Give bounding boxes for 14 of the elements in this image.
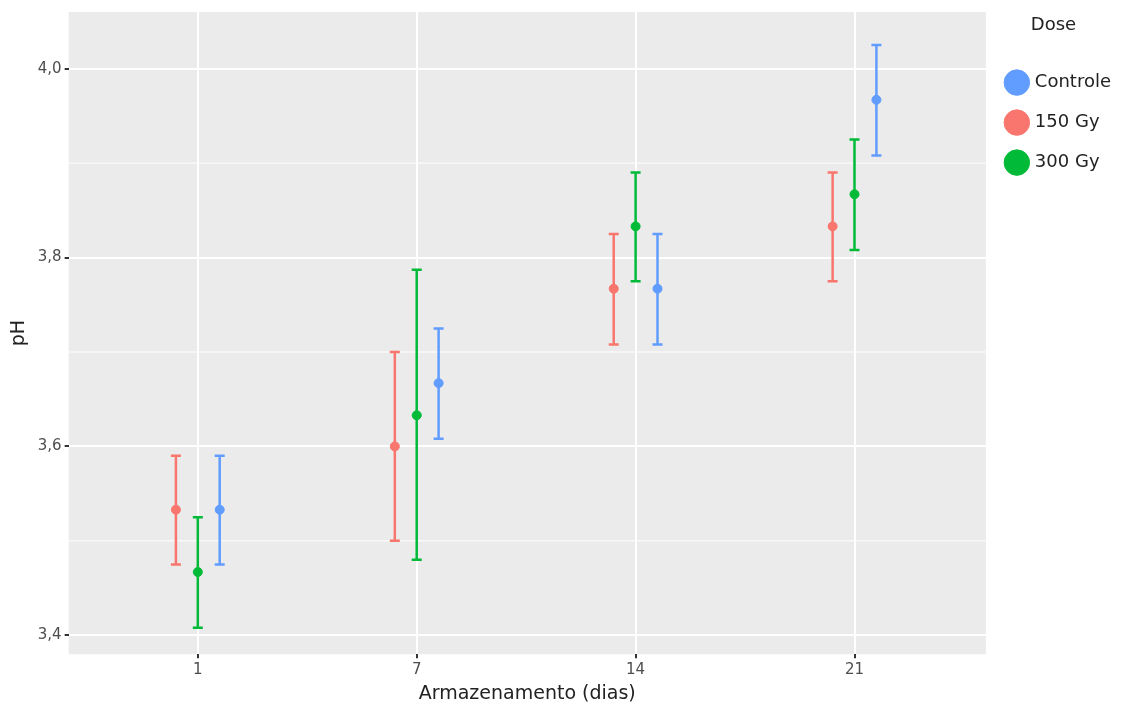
legend-label: 300 Gy (1034, 150, 1100, 172)
y-tick-label: 3,8 (37, 247, 62, 266)
y-tick-label: 4,0 (37, 58, 62, 77)
legend-label: Controle (1034, 70, 1111, 92)
y-tick-label: 3,4 (37, 625, 62, 644)
x-tick-label: 21 (844, 660, 865, 679)
x-tick-label: 14 (626, 660, 646, 679)
y-tick-label: 3,6 (37, 436, 62, 455)
x-axis-title: Armazenamento (dias) (418, 680, 636, 703)
legend-label: 150 Gy (1034, 110, 1100, 132)
x-tick-label: 1 (193, 660, 203, 679)
legend-title: Dose (1030, 12, 1077, 34)
y-axis-title: pH (6, 319, 29, 347)
x-tick-label: 7 (411, 660, 422, 679)
